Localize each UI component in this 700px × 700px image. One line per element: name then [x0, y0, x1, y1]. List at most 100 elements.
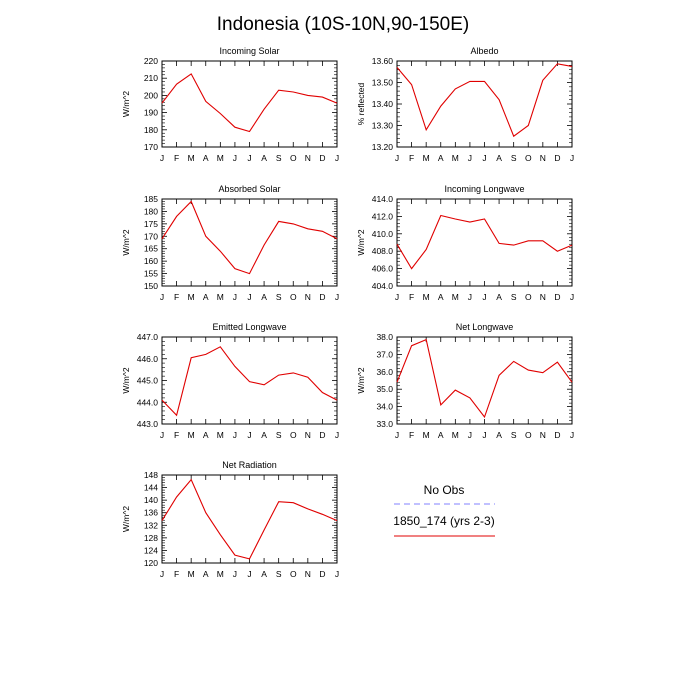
x-tick-label: J — [468, 430, 472, 440]
y-tick-label: 38.0 — [376, 332, 393, 342]
x-tick-label: J — [233, 153, 237, 163]
series-line — [396, 63, 573, 138]
y-tick-label: 150 — [144, 281, 158, 291]
x-tick-label: N — [540, 430, 546, 440]
y-tick-label: 443.0 — [137, 419, 159, 429]
figure-title: Indonesia (10S-10N,90-150E) — [217, 14, 469, 35]
x-tick-label: M — [452, 153, 459, 163]
y-tick-label: 13.40 — [372, 99, 394, 109]
x-tick-label: J — [335, 153, 339, 163]
x-tick-label: A — [203, 153, 209, 163]
x-tick-label: N — [540, 292, 546, 302]
x-tick-label: O — [290, 569, 297, 579]
y-tick-label: 144 — [144, 483, 158, 493]
x-tick-label: M — [452, 292, 459, 302]
y-tick-label: 444.0 — [137, 397, 159, 407]
y-tick-label: 155 — [144, 269, 158, 279]
panel-title: Albedo — [470, 46, 498, 56]
x-tick-label: J — [160, 292, 164, 302]
y-tick-label: 408.0 — [372, 246, 394, 256]
x-tick-label: M — [188, 569, 195, 579]
x-tick-label: N — [305, 569, 311, 579]
x-tick-label: J — [233, 569, 237, 579]
x-tick-label: J — [468, 292, 472, 302]
x-tick-label: J — [233, 430, 237, 440]
y-tick-label: 33.0 — [376, 419, 393, 429]
x-tick-label: S — [511, 430, 517, 440]
plot-frame — [396, 60, 573, 148]
x-tick-label: S — [511, 153, 517, 163]
y-tick-label: 410.0 — [372, 229, 394, 239]
x-tick-label: D — [319, 569, 325, 579]
x-tick-label: F — [174, 430, 179, 440]
x-tick-label: J — [482, 153, 486, 163]
x-tick-label: S — [276, 153, 282, 163]
y-tick-label: 170 — [144, 231, 158, 241]
x-tick-label: M — [423, 430, 430, 440]
x-tick-label: J — [335, 430, 339, 440]
x-tick-label: M — [217, 430, 224, 440]
y-tick-label: 136 — [144, 508, 158, 518]
x-tick-label: J — [160, 430, 164, 440]
y-axis-label: W/m^2 — [356, 229, 366, 255]
y-tick-label: 34.0 — [376, 402, 393, 412]
x-tick-label: J — [570, 430, 574, 440]
plot-frame — [396, 336, 573, 425]
x-tick-label: M — [423, 153, 430, 163]
x-tick-label: S — [276, 430, 282, 440]
x-tick-label: A — [496, 430, 502, 440]
y-tick-label: 220 — [144, 56, 158, 66]
y-tick-label: 447.0 — [137, 332, 159, 342]
x-tick-label: S — [511, 292, 517, 302]
x-tick-label: A — [261, 153, 267, 163]
x-tick-label: J — [335, 292, 339, 302]
series-line — [396, 214, 573, 270]
x-tick-label: J — [395, 430, 399, 440]
y-tick-label: 165 — [144, 244, 158, 254]
x-tick-label: J — [570, 153, 574, 163]
y-axis-label: W/m^2 — [121, 367, 131, 393]
series-line — [396, 338, 573, 419]
x-tick-label: D — [554, 153, 560, 163]
x-tick-label: M — [188, 292, 195, 302]
x-tick-label: F — [174, 292, 179, 302]
series-line — [161, 73, 338, 133]
panel-title: Net Radiation — [222, 460, 277, 470]
x-tick-label: O — [290, 430, 297, 440]
x-tick-label: S — [276, 292, 282, 302]
panel-title: Emitted Longwave — [212, 322, 286, 332]
x-tick-label: N — [305, 153, 311, 163]
y-tick-label: 412.0 — [372, 211, 394, 221]
x-tick-label: J — [247, 292, 251, 302]
x-tick-label: N — [540, 153, 546, 163]
panel-4: Emitted Longwave 443.0 444.0 445.0 446.0 447.… — [121, 322, 339, 440]
x-tick-label: J — [160, 569, 164, 579]
x-tick-label: J — [482, 430, 486, 440]
x-tick-label: J — [395, 292, 399, 302]
x-tick-label: S — [276, 569, 282, 579]
x-tick-label: D — [554, 430, 560, 440]
x-tick-label: A — [261, 569, 267, 579]
x-tick-label: J — [247, 430, 251, 440]
y-tick-label: 180 — [144, 125, 158, 135]
x-tick-label: J — [395, 153, 399, 163]
x-tick-label: A — [438, 153, 444, 163]
x-tick-label: A — [261, 430, 267, 440]
y-tick-label: 170 — [144, 142, 158, 152]
plot-frame — [161, 60, 338, 148]
x-tick-label: J — [468, 153, 472, 163]
y-tick-label: 35.0 — [376, 384, 393, 394]
x-tick-label: A — [496, 292, 502, 302]
y-tick-label: 446.0 — [137, 354, 159, 364]
y-tick-label: 13.30 — [372, 121, 394, 131]
x-tick-label: J — [160, 153, 164, 163]
x-tick-label: O — [290, 292, 297, 302]
x-tick-label: A — [203, 430, 209, 440]
plot-frame — [161, 474, 338, 564]
y-tick-label: 185 — [144, 194, 158, 204]
series-line — [161, 478, 338, 560]
